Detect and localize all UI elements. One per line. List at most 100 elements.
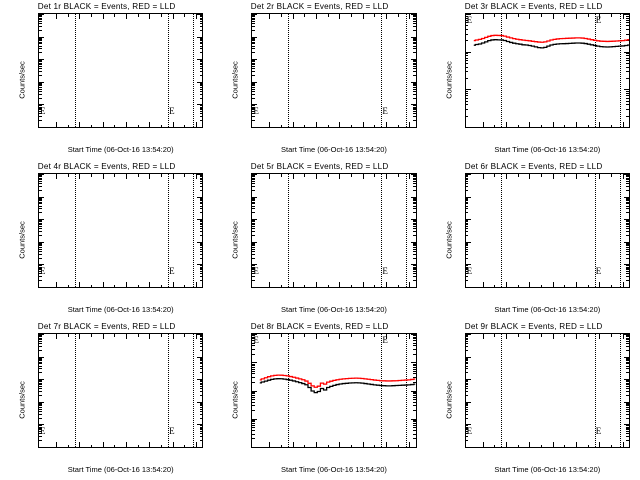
x-tick-top xyxy=(552,174,554,179)
y-minor-tick-right xyxy=(626,63,629,64)
y-minor-tick xyxy=(465,386,469,387)
x-tick xyxy=(56,282,58,287)
plot-area: 10⁻⁵10⁻⁴10⁻³10⁻²10⁻¹10⁰14:0014:1514:3014… xyxy=(465,334,629,447)
y-tick-right xyxy=(623,51,629,53)
y-minor-tick xyxy=(39,208,42,210)
y-minor-tick xyxy=(39,111,42,113)
y-tick-right xyxy=(197,287,202,288)
y-minor-tick-right xyxy=(199,231,203,233)
y-minor-tick-right xyxy=(199,208,203,210)
y-axis-title: Counts/sec xyxy=(230,61,240,99)
x-minor-tick-top xyxy=(184,334,186,337)
y-tick xyxy=(465,379,471,381)
x-tick xyxy=(316,442,318,447)
y-tick-right xyxy=(197,401,203,403)
x-minor-tick xyxy=(397,284,399,287)
y-minor-tick xyxy=(465,91,469,93)
y-minor-tick-right xyxy=(199,265,203,267)
event-marker-label: E xyxy=(253,335,259,345)
x-tick xyxy=(576,282,578,287)
y-minor-tick xyxy=(465,71,469,73)
y-tick-right xyxy=(197,379,203,381)
y-minor-tick-right xyxy=(413,203,416,205)
y-minor-tick xyxy=(39,425,42,427)
y-minor-tick xyxy=(465,17,469,19)
y-minor-tick xyxy=(39,176,42,178)
event-marker-line xyxy=(406,14,408,127)
y-minor-tick-right xyxy=(626,197,629,199)
plot-frame: 10000100010010114:0014:1514:3014:4515:00… xyxy=(251,333,417,448)
y-minor-tick xyxy=(252,423,255,425)
x-tick-top xyxy=(269,174,271,179)
x-minor-tick xyxy=(137,444,139,447)
y-minor-tick xyxy=(252,253,255,255)
y-minor-tick xyxy=(39,82,42,84)
plot-frame: 10⁻⁵10⁻⁴10⁻³10⁻²10⁻¹10⁰14:0014:1514:3014… xyxy=(251,13,417,128)
x-tick xyxy=(576,442,578,447)
y-minor-tick-right xyxy=(199,365,203,367)
y-minor-tick xyxy=(252,22,255,24)
y-minor-tick-right xyxy=(413,116,416,118)
y-minor-tick xyxy=(465,271,469,273)
y-minor-tick-right xyxy=(626,212,629,214)
y-minor-tick-right xyxy=(626,361,629,363)
event-marker-line xyxy=(594,334,596,447)
y-tick-right xyxy=(623,334,629,335)
y-minor-tick xyxy=(252,52,255,54)
y-minor-tick xyxy=(252,86,255,88)
y-minor-tick xyxy=(465,345,469,347)
series-line-lld xyxy=(260,375,416,387)
x-tick xyxy=(316,282,318,287)
y-tick xyxy=(465,89,471,91)
y-minor-tick-right xyxy=(199,83,203,85)
y-minor-tick-right xyxy=(626,104,629,106)
y-minor-tick xyxy=(39,60,42,62)
y-minor-tick-right xyxy=(413,224,416,226)
y-minor-tick xyxy=(39,250,42,252)
y-axis-title: Counts/sec xyxy=(17,221,27,259)
y-minor-tick-right xyxy=(199,384,203,386)
y-minor-tick-right xyxy=(199,17,203,19)
x-axis-title: Start Time (06-Oct-16 13:54:20) xyxy=(67,305,174,314)
x-minor-tick-top xyxy=(304,174,306,177)
x-minor-tick-top xyxy=(587,334,589,337)
y-minor-tick-right xyxy=(413,22,416,24)
x-tick-top xyxy=(339,334,341,339)
y-minor-tick xyxy=(252,266,255,268)
y-minor-tick xyxy=(465,381,469,383)
y-minor-tick xyxy=(39,335,42,337)
x-tick-top xyxy=(269,334,271,339)
y-minor-tick xyxy=(252,248,255,250)
y-minor-tick xyxy=(465,226,469,227)
x-minor-tick xyxy=(184,124,186,127)
y-minor-tick-right xyxy=(199,429,203,431)
y-minor-tick xyxy=(465,273,469,275)
y-minor-tick xyxy=(39,107,42,109)
x-tick xyxy=(172,122,174,127)
y-minor-tick-right xyxy=(413,60,416,62)
y-minor-tick-right xyxy=(199,226,203,227)
x-tick-top xyxy=(506,174,508,179)
plot-frame: 10⁻⁵10⁻⁴10⁻³10⁻²10⁻¹10⁰14:0014:1514:3014… xyxy=(464,173,630,288)
y-minor-tick-right xyxy=(199,368,203,370)
y-minor-tick-right xyxy=(199,109,203,111)
plot-frame: 10⁻⁵10⁻⁴10⁻³10⁻²10⁻¹10⁰14:0014:1514:3014… xyxy=(38,173,204,288)
event-marker-line xyxy=(406,334,408,447)
x-minor-tick xyxy=(541,444,543,447)
x-tick xyxy=(172,282,174,287)
event-marker-label: E xyxy=(382,105,388,116)
y-axis-title: Counts/sec xyxy=(17,381,27,419)
event-marker-label: E xyxy=(595,15,602,25)
y-minor-tick-right xyxy=(199,48,203,50)
y-tick-right xyxy=(197,356,203,358)
y-minor-tick xyxy=(465,104,469,106)
y-minor-tick-right xyxy=(626,382,629,384)
x-minor-tick xyxy=(67,284,69,287)
x-tick-top xyxy=(292,14,294,19)
y-minor-tick xyxy=(465,248,469,250)
plot-area: 10⁻⁵10⁻⁴10⁻³10⁻²10⁻¹10⁰14:0014:1514:3014… xyxy=(39,334,203,447)
y-tick-right xyxy=(624,127,629,128)
y-minor-tick xyxy=(465,198,469,200)
x-tick-top xyxy=(56,14,58,19)
y-minor-tick xyxy=(252,29,255,31)
